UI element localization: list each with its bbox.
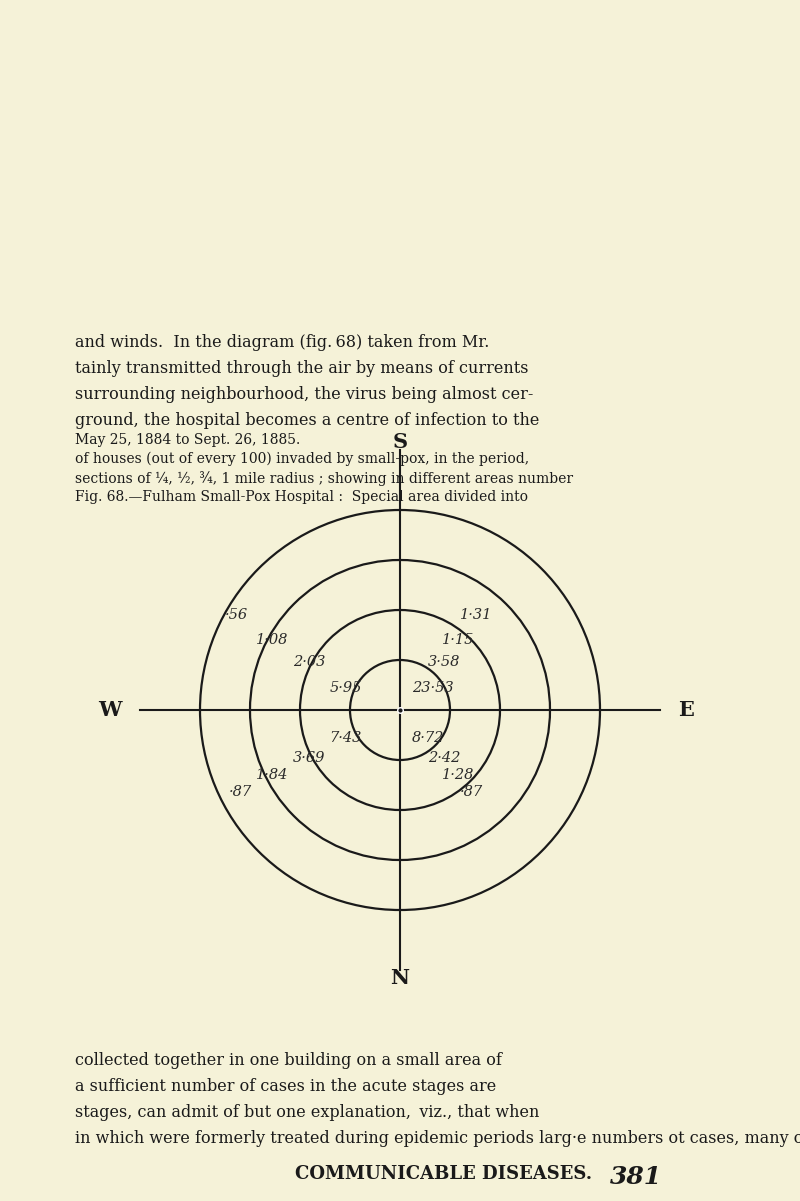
Text: 7·43: 7·43 [330, 731, 362, 745]
Text: of houses (out of every 100) invaded by small-pox, in the period,: of houses (out of every 100) invaded by … [75, 452, 529, 466]
Circle shape [300, 610, 500, 809]
Circle shape [250, 560, 550, 860]
Text: surrounding neighbourhood, the virus being almost cer-: surrounding neighbourhood, the virus bei… [75, 386, 534, 404]
Text: 23·53: 23·53 [412, 681, 454, 695]
Text: in which were formerly treated during epidemic periods larg·e numbers ot cases, : in which were formerly treated during ep… [75, 1130, 800, 1147]
Text: 2·03: 2·03 [293, 655, 325, 669]
Text: 1·28: 1·28 [442, 767, 474, 782]
Circle shape [200, 510, 600, 910]
Text: 1·31: 1·31 [460, 608, 492, 622]
Text: W: W [98, 700, 122, 721]
Text: 2·42: 2·42 [428, 751, 460, 765]
Circle shape [350, 661, 450, 760]
Text: collected together in one building on a small area of: collected together in one building on a … [75, 1052, 502, 1069]
Text: stages, can admit of but one explanation,  viz., that when: stages, can admit of but one explanation… [75, 1104, 539, 1121]
Text: 1·08: 1·08 [256, 633, 288, 647]
Text: 3·69: 3·69 [293, 751, 325, 765]
Text: sections of ¼, ½, ¾, 1 mile radius ; showing in different areas number: sections of ¼, ½, ¾, 1 mile radius ; sho… [75, 471, 573, 486]
Text: ground, the hospital becomes a centre of infection to the: ground, the hospital becomes a centre of… [75, 412, 539, 429]
Text: COMMUNICABLE DISEASES.: COMMUNICABLE DISEASES. [295, 1165, 592, 1183]
Text: ·56: ·56 [225, 608, 248, 622]
Text: 8·72: 8·72 [412, 731, 444, 745]
Text: 3·58: 3·58 [428, 655, 460, 669]
Text: E: E [678, 700, 694, 721]
Text: N: N [390, 968, 410, 988]
Text: 1·15: 1·15 [442, 633, 474, 647]
Text: and winds.  In the diagram (fig. 68) taken from Mr.: and winds. In the diagram (fig. 68) take… [75, 334, 490, 351]
Text: S: S [393, 432, 407, 452]
Text: tainly transmitted through the air by means of currents: tainly transmitted through the air by me… [75, 360, 529, 377]
Text: 5·95: 5·95 [330, 681, 362, 695]
Text: 381: 381 [610, 1165, 662, 1189]
Text: 1·84: 1·84 [256, 767, 288, 782]
Text: May 25, 1884 to Sept. 26, 1885.: May 25, 1884 to Sept. 26, 1885. [75, 434, 300, 447]
Text: Fig. 68.—Fulham Small-Pox Hospital :  Special area divided into: Fig. 68.—Fulham Small-Pox Hospital : Spe… [75, 490, 528, 504]
Text: ·87: ·87 [460, 785, 483, 799]
Text: ·87: ·87 [229, 785, 252, 799]
Text: a sufficient number of cases in the acute stages are: a sufficient number of cases in the acut… [75, 1078, 496, 1095]
